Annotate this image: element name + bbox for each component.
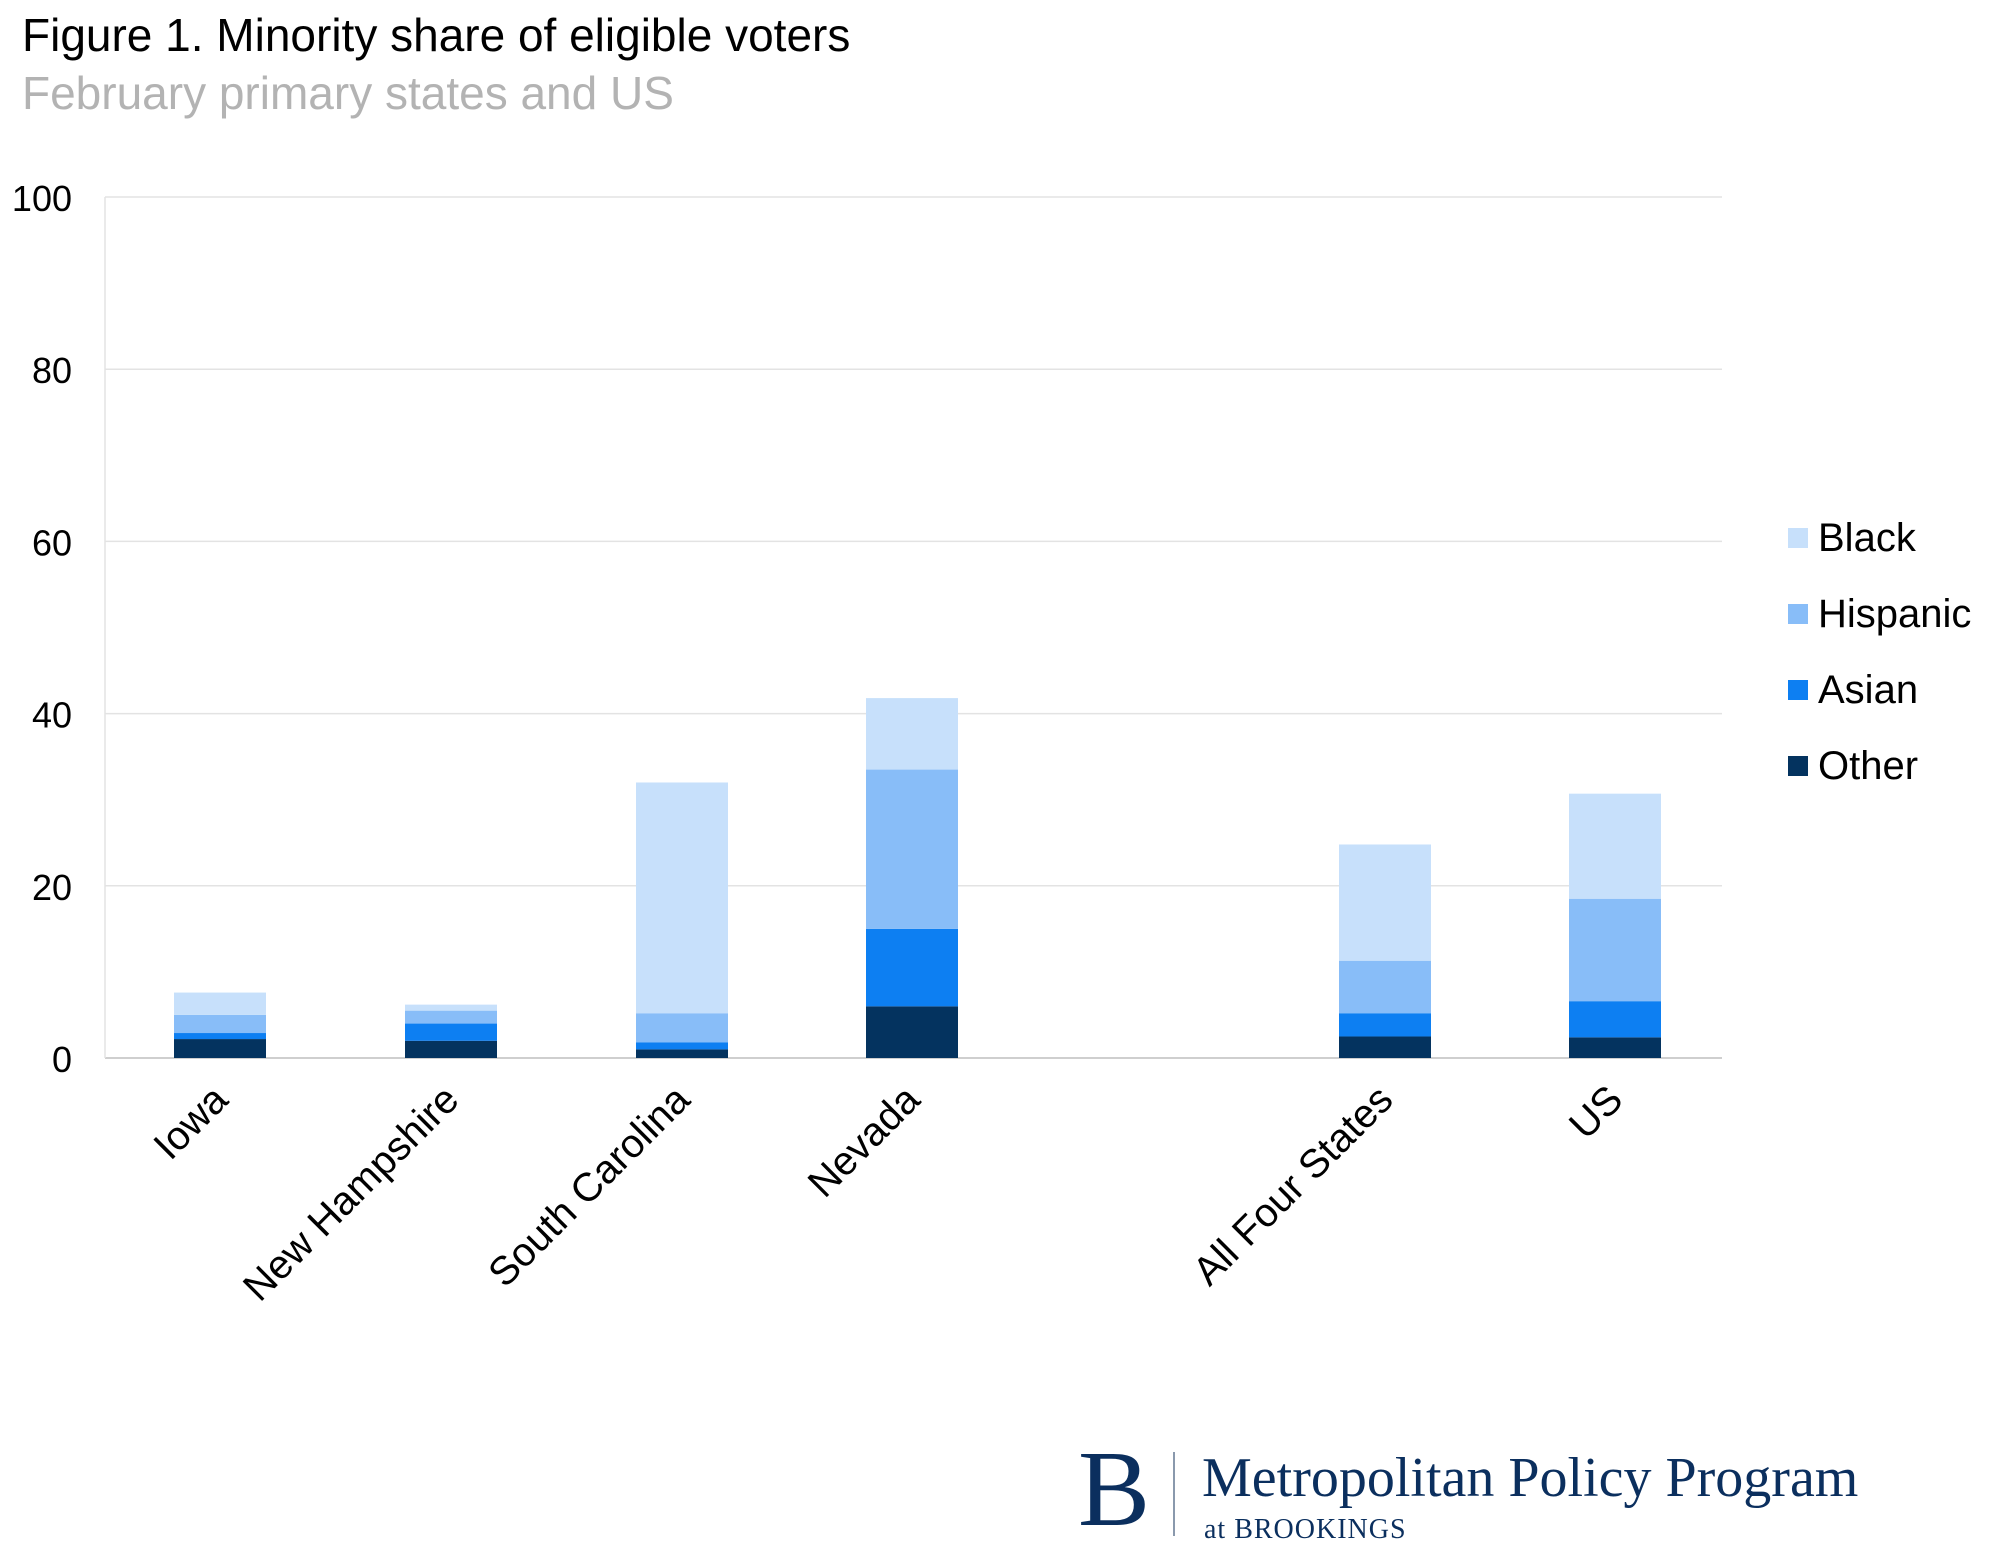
bar-stack-4: [1339, 844, 1431, 1058]
bar-hispanic-0: [174, 1014, 266, 1034]
bar-hispanic-5: [1569, 898, 1661, 1002]
bar-asian-5: [1569, 1001, 1661, 1038]
legend-swatch: [1788, 604, 1808, 624]
bar-other-4: [1339, 1036, 1431, 1058]
legend-swatch: [1788, 680, 1808, 700]
bar-other-2: [636, 1049, 728, 1058]
bar-black-1: [405, 1004, 497, 1011]
logo-divider: [1173, 1452, 1175, 1536]
bar-black-2: [636, 782, 728, 1014]
legend-label: Black: [1818, 515, 1916, 560]
program-name: Metropolitan Policy Program: [1202, 1447, 1859, 1509]
bar-hispanic-3: [866, 769, 958, 929]
y-tick-label: 60: [32, 522, 72, 563]
x-tick-label: Nevada: [800, 1077, 929, 1206]
bar-other-0: [174, 1039, 266, 1058]
bar-asian-3: [866, 928, 958, 1007]
bar-stack-5: [1569, 793, 1661, 1058]
y-tick-label: 0: [52, 1039, 72, 1080]
bar-other-1: [405, 1040, 497, 1058]
chart-title: Figure 1. Minority share of eligible vot…: [22, 9, 851, 61]
bar-other-3: [866, 1006, 958, 1058]
program-subtitle: at BROOKINGS: [1204, 1514, 1407, 1545]
legend-label: Other: [1818, 743, 1919, 788]
bar-hispanic-1: [405, 1010, 497, 1024]
bar-stack-0: [174, 992, 266, 1058]
y-tick-label: 40: [32, 695, 72, 736]
bars: [174, 698, 1661, 1058]
y-tick-label: 80: [32, 350, 72, 391]
legend-item-black: Black: [1788, 500, 1971, 576]
bar-stack-1: [405, 1004, 497, 1058]
legend-swatch: [1788, 528, 1808, 548]
y-tick-label: 100: [12, 178, 72, 219]
bar-asian-1: [405, 1023, 497, 1041]
bar-stack-3: [866, 698, 958, 1058]
bar-black-0: [174, 992, 266, 1015]
x-tick-label: South Carolina: [480, 1077, 699, 1296]
brookings-b-mark: B: [1078, 1430, 1151, 1549]
chart-legend: Black Hispanic Asian Other: [1788, 500, 1971, 804]
y-tick-label: 20: [32, 867, 72, 908]
bar-asian-4: [1339, 1013, 1431, 1037]
legend-item-hispanic: Hispanic: [1788, 576, 1971, 652]
legend-item-asian: Asian: [1788, 652, 1971, 728]
legend-label: Asian: [1818, 667, 1919, 712]
bar-hispanic-4: [1339, 960, 1431, 1014]
bar-black-3: [866, 698, 958, 770]
x-tick-label: All Four States: [1185, 1077, 1402, 1294]
legend-item-other: Other: [1788, 728, 1971, 804]
y-axis-ticks: 0 20 40 60 80 100: [12, 178, 72, 1080]
bar-asian-2: [636, 1042, 728, 1050]
bar-hispanic-2: [636, 1013, 728, 1043]
chart-subtitle: February primary states and US: [22, 67, 674, 119]
bar-stack-2: [636, 782, 728, 1058]
bar-other-5: [1569, 1037, 1661, 1058]
x-tick-label: US: [1561, 1077, 1631, 1147]
bar-black-4: [1339, 844, 1431, 961]
legend-label: Hispanic: [1818, 591, 1972, 636]
x-tick-label: New Hampshire: [235, 1077, 467, 1309]
x-tick-label: Iowa: [146, 1077, 237, 1168]
bar-asian-0: [174, 1033, 266, 1040]
legend-swatch: [1788, 756, 1808, 776]
bar-black-5: [1569, 793, 1661, 899]
